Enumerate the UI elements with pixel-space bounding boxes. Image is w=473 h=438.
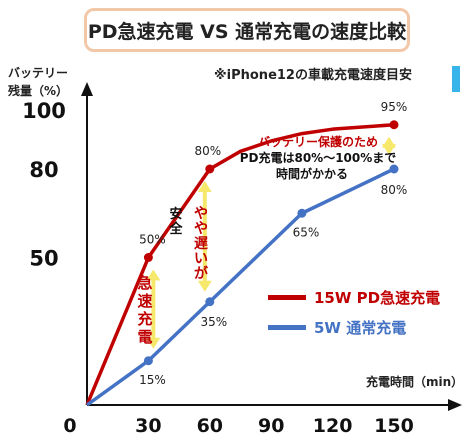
y-axis-label-line2: 残量（%）: [8, 84, 69, 98]
annotation-rapid-charge: 速: [137, 292, 152, 310]
data-point-s0: [143, 253, 153, 262]
data-label: 15%: [139, 373, 166, 387]
x-axis-arrowhead: [448, 399, 462, 411]
annotation-slightly-slow: が: [194, 265, 209, 282]
gap-arrow-60min-head-bottom: [197, 280, 212, 292]
accent-bar: [452, 66, 460, 92]
annotation-note-line1: バッテリー保護のため: [258, 134, 378, 149]
legend-swatch-normal: [268, 324, 306, 330]
x-tick-label: 90: [258, 415, 284, 437]
y-tick-label: 80: [29, 158, 58, 182]
annotation-rapid-charge: 充: [137, 310, 152, 328]
legend-swatch-pd: [268, 294, 306, 300]
gap-arrow-150min-head-bottom: [382, 144, 396, 155]
chart-subtitle: ※iPhone12の車載充電速度目安: [214, 68, 412, 83]
annotation-slightly-slow: や: [194, 206, 208, 222]
annotation-rapid-charge: 電: [137, 328, 152, 346]
legend-label-normal: 5W 通常充電: [314, 318, 407, 337]
data-label: 50%: [139, 233, 166, 247]
y-axis-label-line1: バッテリー: [8, 66, 69, 80]
x-axis-label: 充電時間（min）: [366, 375, 464, 389]
annotation-slightly-slow: 遅: [194, 236, 208, 252]
data-point-s1: [205, 297, 215, 307]
annotation-slightly-slow: い: [194, 251, 208, 267]
x-tick-label: 60: [197, 415, 223, 437]
gap-arrow-60min-head-top: [197, 181, 212, 192]
annotation-rapid-charge: 急: [137, 274, 152, 292]
data-label: 95%: [381, 100, 408, 114]
data-point-s1: [389, 164, 399, 174]
data-label: 80%: [194, 144, 221, 158]
legend-label-pd: 15W PD急速充電: [314, 288, 441, 307]
chart-title: PD急速充電 VS 通常充電の速度比較: [84, 8, 410, 52]
annotation-note-line3: 時間がかかる: [276, 166, 348, 181]
data-point-s1: [297, 208, 307, 218]
annotation-slightly-slow: や: [194, 221, 208, 237]
annotation-note-line2: PD充電は80%〜100%まで: [240, 150, 397, 165]
chart-title-text: PD急速充電 VS 通常充電の速度比較: [87, 20, 407, 43]
annotation-safe: 安: [169, 206, 182, 222]
y-tick-label: 50: [29, 247, 58, 271]
x-tick-label: 0: [63, 415, 76, 437]
gap-arrow-30min-head-top: [146, 269, 161, 281]
data-label: 35%: [200, 315, 227, 329]
data-point-s0: [205, 164, 215, 174]
legend-item-normal: 5W 通常充電: [268, 312, 458, 342]
y-axis-label: バッテリー 残量（%）: [8, 64, 68, 100]
x-tick-label: 30: [135, 415, 161, 437]
y-axis-arrowhead: [81, 82, 93, 96]
gap-arrow-30min-head-bottom: [146, 337, 161, 349]
legend-item-pd: 15W PD急速充電: [268, 282, 458, 312]
data-label: 65%: [293, 225, 320, 239]
legend: 15W PD急速充電 5W 通常充電: [268, 282, 458, 344]
y-tick-label: 100: [22, 99, 66, 123]
data-point-s0: [389, 120, 399, 130]
series-line-0: [85, 123, 395, 406]
x-tick-label: 120: [313, 415, 353, 437]
x-tick-label: 150: [374, 415, 414, 437]
data-label: 80%: [381, 183, 408, 197]
annotation-safe: 全: [168, 221, 183, 237]
data-point-s1: [143, 356, 153, 366]
